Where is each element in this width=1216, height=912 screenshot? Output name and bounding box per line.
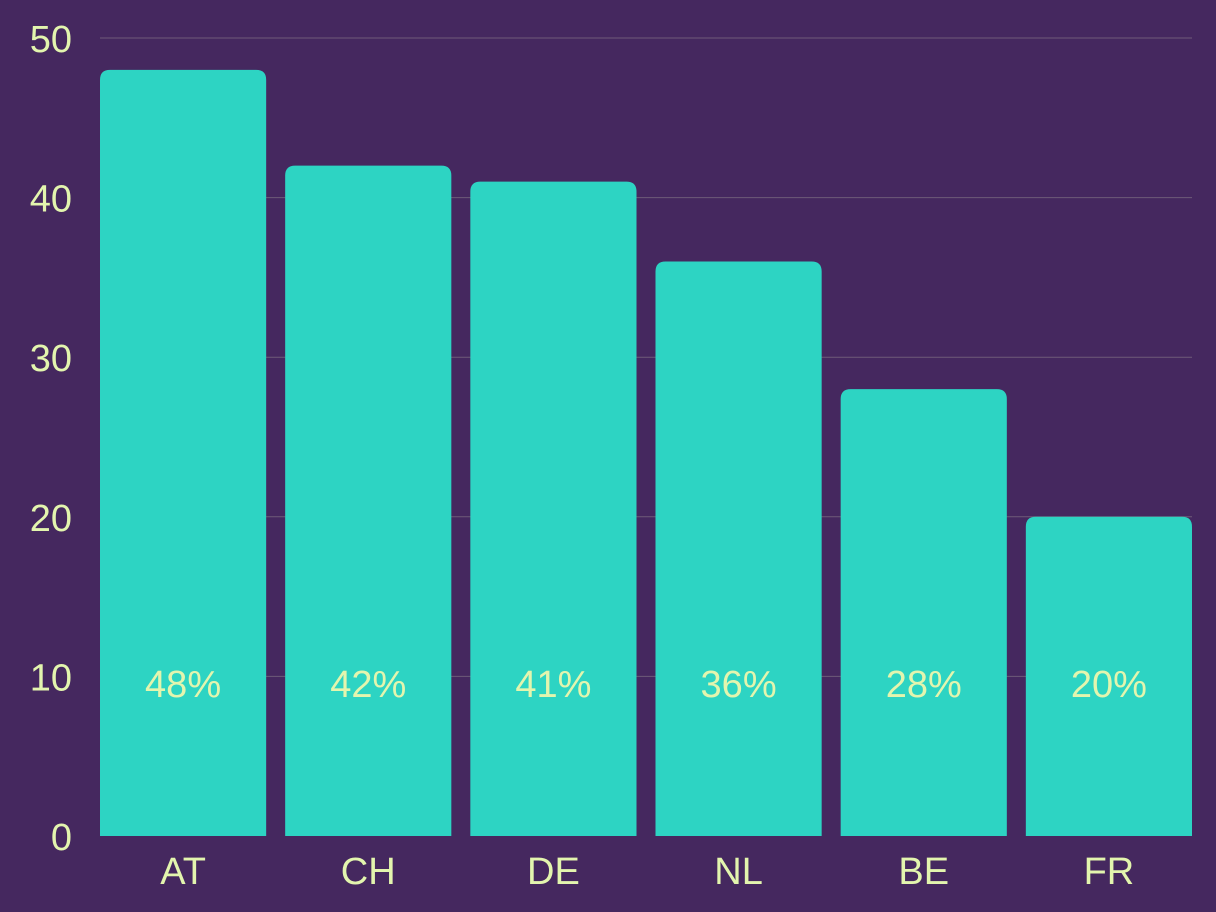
data-label-be: 28%: [886, 664, 962, 706]
bar-be: [840, 389, 1007, 836]
x-tick-label-fr: FR: [1084, 851, 1135, 893]
x-tick-label-be: BE: [898, 851, 949, 893]
y-tick-label-10: 10: [30, 657, 72, 699]
y-tick-label-0: 0: [51, 817, 72, 859]
bar-fr: [1025, 516, 1192, 836]
x-tick-label-nl: NL: [714, 851, 763, 893]
data-label-ch: 42%: [330, 664, 406, 706]
x-axis-ticks: AT CH DE NL BE FR: [160, 851, 1134, 893]
y-tick-label-50: 50: [30, 19, 72, 61]
bar-at: [100, 69, 267, 837]
y-tick-label-30: 30: [30, 338, 72, 380]
data-label-fr: 20%: [1071, 664, 1147, 706]
data-label-at: 48%: [145, 664, 221, 706]
data-label-de: 41%: [515, 664, 591, 706]
bar-de: [470, 181, 637, 836]
grid-lines: [100, 37, 1192, 677]
bars: [100, 69, 1192, 837]
x-tick-label-ch: CH: [341, 851, 396, 893]
bar-nl: [655, 261, 822, 836]
x-tick-label-at: AT: [160, 851, 206, 893]
y-axis-ticks: 0 10 20 30 40 50: [30, 19, 72, 859]
data-labels: 48% 42% 41% 36% 28% 20%: [145, 664, 1147, 706]
y-tick-label-20: 20: [30, 498, 72, 540]
y-tick-label-40: 40: [30, 179, 72, 221]
x-tick-label-de: DE: [527, 851, 580, 893]
data-label-nl: 36%: [701, 664, 777, 706]
bar-ch: [285, 165, 452, 836]
